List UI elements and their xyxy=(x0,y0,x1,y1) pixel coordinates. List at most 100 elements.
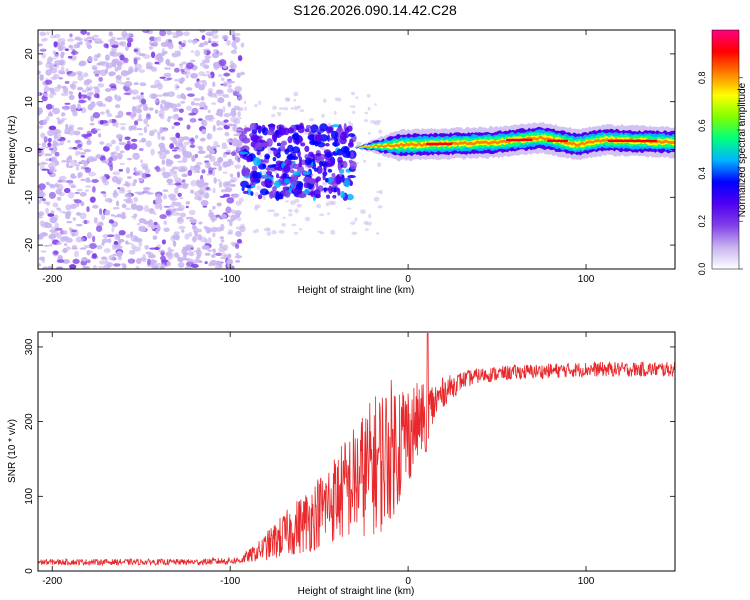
spectrogram-cell xyxy=(45,202,51,206)
spectrogram-cell xyxy=(154,246,160,251)
spectrogram-cell xyxy=(159,203,163,211)
spectrogram-cell xyxy=(111,246,117,251)
spectrogram-cell xyxy=(262,127,269,136)
spectrogram-cell xyxy=(58,77,63,80)
spectrogram-cell xyxy=(348,120,352,125)
spectrogram-cell xyxy=(283,178,291,184)
spectrogram-cell xyxy=(46,61,52,65)
spectrogram-cell xyxy=(124,193,132,198)
spectrogram-cell xyxy=(52,107,61,115)
spectrogram-cell xyxy=(102,233,109,239)
spectrogram-cell xyxy=(125,200,134,204)
spectrogram-cell xyxy=(56,266,64,269)
spectrogram-cell xyxy=(53,129,62,135)
spectrogram-cell xyxy=(216,202,222,207)
spectrogram-peak xyxy=(546,139,569,142)
spectrogram-cell xyxy=(258,100,262,106)
spectrogram-cell xyxy=(105,63,110,70)
spectrogram-cell xyxy=(159,103,164,110)
spectrogram-cell xyxy=(133,58,138,65)
spectrogram-cell xyxy=(340,190,346,199)
spectrogram-cell xyxy=(230,209,236,214)
spectrogram-cell xyxy=(207,249,213,252)
spectrogram-cell xyxy=(149,40,153,46)
spectrogram-cell xyxy=(256,125,262,131)
spectrogram-cell xyxy=(72,258,80,265)
spectrogram-cell xyxy=(46,57,54,63)
spectrogram-cell xyxy=(76,143,83,148)
spectrogram-cell xyxy=(89,122,95,126)
spectrogram-cell xyxy=(221,35,229,40)
spectrogram-cell xyxy=(144,244,150,250)
spectrogram-cell xyxy=(85,185,91,188)
spectrogram-cell xyxy=(65,204,72,211)
spectrogram-cell xyxy=(101,176,107,183)
spectrogram-cell xyxy=(75,236,84,243)
spectrogram-cell xyxy=(171,201,176,205)
spectrogram-cell xyxy=(149,36,156,42)
spectrogram-cell xyxy=(250,184,256,189)
spectrogram-cell xyxy=(346,125,353,132)
spectrogram-cell xyxy=(138,69,146,73)
spectrogram-cell xyxy=(257,163,267,170)
spectrogram-cell xyxy=(53,250,59,255)
spectrogram-cell xyxy=(159,266,164,269)
spectrogram-cell xyxy=(180,100,186,104)
spectrogram-cell xyxy=(110,214,115,217)
spectrogram-cell xyxy=(188,251,195,257)
spectrogram-cell xyxy=(112,171,121,176)
spectrogram-cell xyxy=(244,106,247,111)
spectrogram-cell xyxy=(351,110,356,114)
spectrogram-cell xyxy=(200,137,206,142)
spectrogram-cell xyxy=(171,211,179,216)
y-tick-label: 20 xyxy=(24,48,35,60)
spectrogram-cell xyxy=(126,77,130,81)
spectrogram-cell xyxy=(49,34,57,39)
spectrogram-cell xyxy=(280,140,288,146)
spectrogram-cell xyxy=(108,119,113,124)
spectrogram-cell xyxy=(44,153,53,157)
y-tick-label: 200 xyxy=(24,413,35,430)
spectrogram-cell xyxy=(96,244,103,250)
spectrogram-cell xyxy=(43,266,48,269)
spectrogram-cell xyxy=(67,55,73,59)
spectrogram-cell xyxy=(111,175,119,183)
spectrogram-cell xyxy=(176,102,181,108)
spectrogram-cell xyxy=(275,190,279,196)
spectrogram-cell xyxy=(93,93,100,99)
spectrogram-cell xyxy=(95,54,100,59)
spectrogram-cell xyxy=(52,50,56,55)
spectrogram-cell xyxy=(171,136,178,140)
spectrogram-cell xyxy=(121,36,129,40)
spectrogram-cell xyxy=(208,209,213,213)
spectrogram-cell xyxy=(68,94,75,101)
spectrogram-cell xyxy=(213,48,219,54)
spectrogram-cell xyxy=(256,150,261,156)
spectrogram-cell xyxy=(181,136,190,141)
spectrogram-cell xyxy=(167,91,176,97)
spectrogram-cell xyxy=(195,255,200,263)
spectrogram-cell xyxy=(152,235,158,240)
spectrogram-cell xyxy=(115,121,119,128)
spectrogram-cell xyxy=(132,96,137,100)
spectrogram-cell xyxy=(160,136,166,141)
spectrogram-cell xyxy=(199,42,204,47)
y-tick-label: -10 xyxy=(24,190,35,205)
x-tick-label: -200 xyxy=(42,576,62,587)
spectrogram-cell xyxy=(110,152,115,158)
spectrogram-cell xyxy=(58,175,67,181)
spectrogram-cell xyxy=(162,92,170,97)
spectrogram-cell xyxy=(171,52,179,58)
spectrogram-cell xyxy=(138,229,147,232)
spectrogram-cell xyxy=(367,132,371,135)
spectrogram-cell xyxy=(38,70,42,74)
spectrogram-cell xyxy=(56,259,65,264)
spectrogram-cell xyxy=(131,89,139,95)
spectrogram-cell xyxy=(107,234,115,238)
spectrogram-cell xyxy=(125,45,129,52)
spectrogram-cell xyxy=(204,58,210,64)
spectrogram-cell xyxy=(54,53,60,58)
spectrogram-cell xyxy=(93,86,99,89)
spectrogram-cell xyxy=(298,161,302,168)
spectrogram-cell xyxy=(45,103,53,110)
